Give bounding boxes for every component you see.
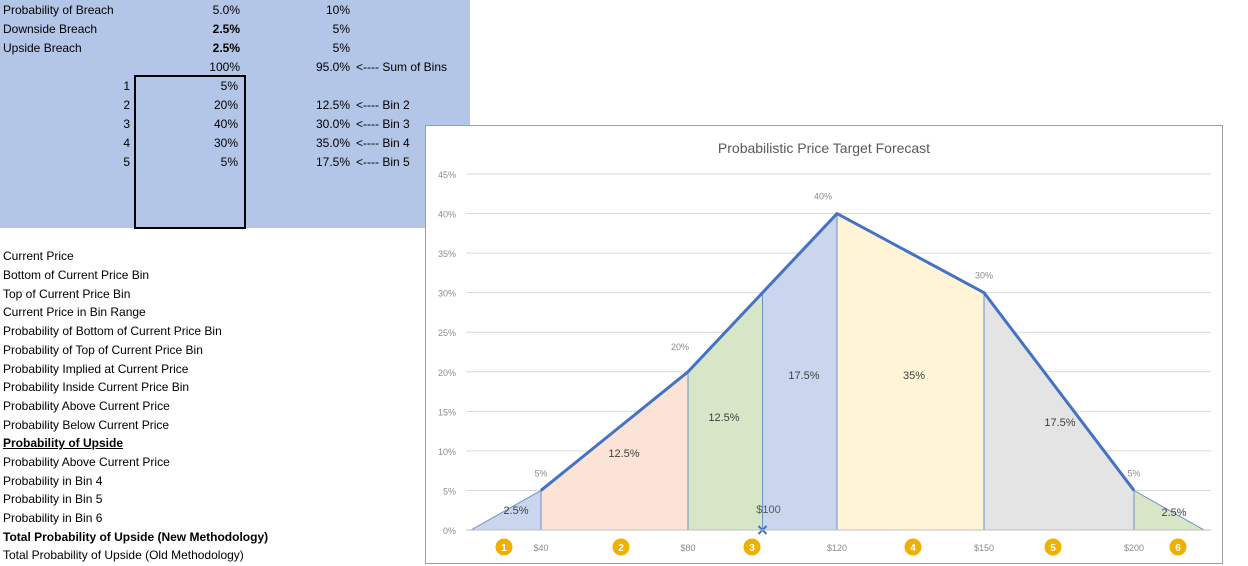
bin-badge-4: 4	[903, 537, 923, 557]
row-label[interactable]: Probability Inside Current Price Bin	[3, 380, 190, 394]
current-price-label: $100	[756, 504, 780, 516]
svg-text:3: 3	[749, 543, 755, 554]
svg-text:6: 6	[1175, 543, 1181, 554]
row-label-heading[interactable]: Probability of Upside	[3, 436, 124, 450]
y-tick-label: 30%	[438, 289, 456, 299]
row-label[interactable]: Probability in Bin 4	[3, 474, 103, 488]
bin-index[interactable]: 5	[123, 155, 130, 169]
bin-badge-6: 6	[1168, 537, 1188, 557]
svg-text:4: 4	[910, 543, 916, 554]
cell-value[interactable]: 2.5%	[212, 41, 240, 55]
row-label[interactable]: Probability Implied at Current Price	[3, 362, 189, 376]
region-label: 12.5%	[708, 412, 739, 424]
point-label: 5%	[1127, 468, 1140, 478]
point-label: 40%	[814, 192, 832, 202]
bin-pct[interactable]: 17.5%	[315, 155, 350, 169]
y-tick-label: 5%	[443, 486, 456, 496]
x-tick-label: $40	[533, 543, 548, 553]
bin-index[interactable]: 1	[123, 79, 130, 93]
y-tick-label: 0%	[443, 526, 456, 536]
row-label[interactable]: Current Price in Bin Range	[3, 305, 146, 319]
forecast-line	[540, 211, 1136, 492]
bin-note[interactable]: <---- Bin 2	[356, 98, 410, 112]
y-tick-label: 35%	[438, 249, 456, 259]
cell-value[interactable]: 10%	[325, 3, 350, 17]
bin-prob[interactable]: 5%	[220, 155, 238, 169]
y-tick-label: 15%	[438, 407, 456, 417]
bin-badge-1: 1	[494, 537, 514, 557]
row-label[interactable]: Probability in Bin 5	[3, 492, 103, 506]
cell-value[interactable]: 2.5%	[212, 22, 240, 36]
y-tick-label: 20%	[438, 368, 456, 378]
point-label: 30%	[975, 271, 993, 281]
row-label[interactable]: Probability of Bottom of Current Price B…	[3, 324, 222, 338]
row-label[interactable]: Probability of Top of Current Price Bin	[3, 343, 203, 357]
y-tick-label: 45%	[438, 170, 456, 180]
bin-range-border	[134, 75, 246, 229]
y-tick-label: 10%	[438, 447, 456, 457]
point-label: 20%	[671, 342, 689, 352]
row-label[interactable]: Probability Above Current Price	[3, 455, 170, 469]
region-label: 35%	[903, 370, 925, 382]
bin-note[interactable]: <---- Bin 3	[356, 117, 410, 131]
cell-value[interactable]: 100%	[209, 60, 240, 74]
x-tick-label: $200	[1124, 543, 1144, 553]
row-label[interactable]: Total Probability of Upside (Old Methodo…	[3, 548, 244, 562]
row-label[interactable]: Probability Above Current Price	[3, 399, 170, 413]
svg-text:2: 2	[618, 543, 624, 554]
cell-label[interactable]: Probability of Breach	[3, 3, 114, 17]
bin-pct[interactable]: 12.5%	[315, 98, 350, 112]
region-label: 2.5%	[503, 505, 528, 517]
cell-value[interactable]: 95.0%	[315, 60, 350, 74]
x-tick-label: $80	[680, 543, 695, 553]
y-tick-label: 25%	[438, 328, 456, 338]
region-label: 17.5%	[1044, 417, 1075, 429]
row-label-total[interactable]: Total Probability of Upside (New Methodo…	[3, 530, 269, 544]
region-label: 12.5%	[608, 448, 639, 460]
row-label[interactable]: Probability Below Current Price	[3, 418, 170, 432]
bin-index[interactable]: 3	[123, 117, 130, 131]
bin-badge-3: 3	[742, 537, 762, 557]
cell-label[interactable]: Upside Breach	[3, 41, 82, 55]
row-label[interactable]: Current Price	[3, 249, 74, 263]
cell-value[interactable]: 5%	[332, 22, 350, 36]
cell-value[interactable]: 5%	[332, 41, 350, 55]
bin-prob[interactable]: 20%	[213, 98, 238, 112]
point-label: 5%	[534, 468, 547, 478]
cell-value[interactable]: 5.0%	[212, 3, 240, 17]
bin-prob[interactable]: 5%	[220, 79, 238, 93]
row-label[interactable]: Bottom of Current Price Bin	[3, 268, 150, 282]
bin-badge-2: 2	[611, 537, 631, 557]
spreadsheet-range[interactable]	[0, 0, 470, 228]
row-label[interactable]: Top of Current Price Bin	[3, 287, 131, 301]
region-label: 2.5%	[1161, 507, 1186, 519]
x-tick-label: $120	[827, 543, 847, 553]
bin-prob[interactable]: 30%	[213, 136, 238, 150]
y-tick-label: 40%	[438, 210, 456, 220]
bin-index[interactable]: 4	[123, 136, 130, 150]
svg-text:1: 1	[501, 543, 507, 554]
bin-badge-5: 5	[1043, 537, 1063, 557]
bin-pct[interactable]: 30.0%	[315, 117, 350, 131]
x-tick-label: $150	[974, 543, 994, 553]
bin-pct[interactable]: 35.0%	[315, 136, 350, 150]
bin-index[interactable]: 2	[123, 98, 130, 112]
cell-label[interactable]: Downside Breach	[3, 22, 98, 36]
bin-note[interactable]: <---- Bin 5	[356, 155, 410, 169]
chart-title: Probabilistic Price Target Forecast	[718, 140, 930, 156]
row-label[interactable]: Probability in Bin 6	[3, 511, 103, 525]
chart-object[interactable]: Probabilistic Price Target Forecast 0% 5%…	[425, 125, 1223, 564]
svg-text:5: 5	[1050, 543, 1056, 554]
bin-prob[interactable]: 40%	[213, 117, 238, 131]
cell-note[interactable]: <---- Sum of Bins	[356, 60, 448, 74]
bin-note[interactable]: <---- Bin 4	[356, 136, 410, 150]
chart-svg: Probabilistic Price Target Forecast 0% 5%…	[438, 140, 1211, 557]
region-label: 17.5%	[788, 370, 819, 382]
